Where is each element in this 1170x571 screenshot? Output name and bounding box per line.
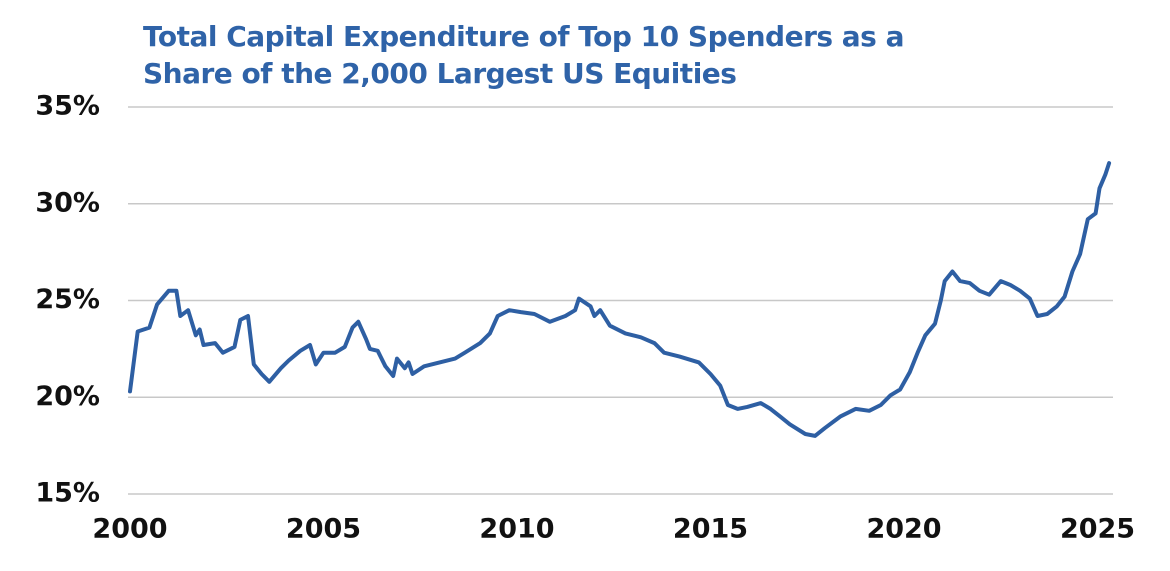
y-tick-label: 20% xyxy=(35,381,100,412)
y-tick-label: 30% xyxy=(35,187,100,218)
y-tick-label: 35% xyxy=(35,91,100,122)
y-tick-label: 25% xyxy=(35,284,100,315)
x-tick-label: 2000 xyxy=(92,514,167,545)
x-tick-label: 2025 xyxy=(1060,514,1135,545)
y-tick-label: 15% xyxy=(35,478,100,509)
x-tick-label: 2010 xyxy=(479,514,554,545)
data-line xyxy=(128,161,1112,438)
chart-title: Total Capital Expenditure of Top 10 Spen… xyxy=(143,20,905,90)
x-tick-label: 2020 xyxy=(866,514,941,545)
x-tick-label: 2015 xyxy=(673,514,748,545)
x-tick-label: 2005 xyxy=(286,514,361,545)
